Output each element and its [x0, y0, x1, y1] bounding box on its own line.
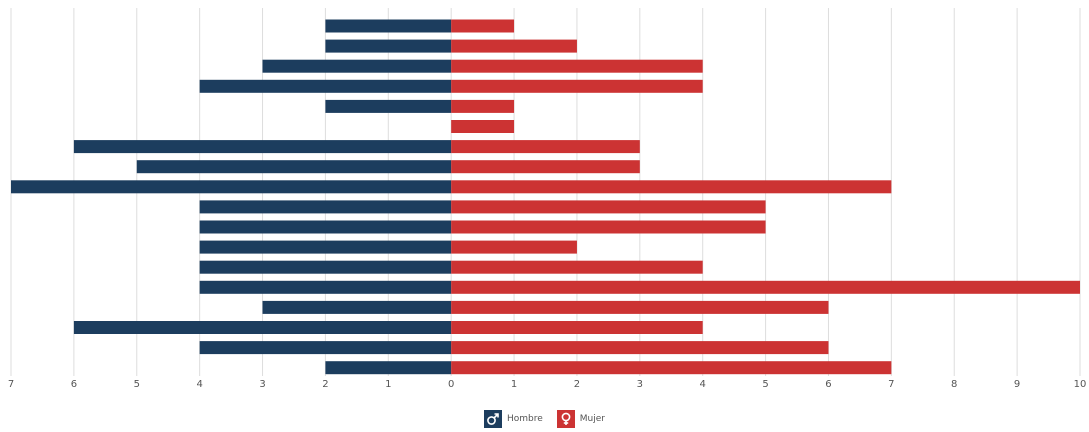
bar-mujer[interactable]	[451, 120, 515, 133]
bar-hombre[interactable]	[199, 280, 452, 294]
bar-hombre[interactable]	[199, 79, 452, 93]
x-tick-label: 4	[196, 379, 202, 390]
x-tick-label: 1	[385, 379, 391, 390]
bar-hombre[interactable]	[199, 220, 452, 234]
bar-mujer[interactable]	[451, 280, 1080, 294]
x-tick-label: 8	[951, 379, 957, 390]
female-symbol-icon	[556, 410, 575, 428]
x-tick-label: 0	[448, 379, 454, 390]
bar-mujer[interactable]	[451, 240, 577, 254]
x-axis-ticks: 7 6 5 4 3 2 1 0 1 2 3 4 5 6 7 8 9 10	[8, 379, 1087, 390]
x-tick-label: 3	[259, 379, 265, 390]
bar-mujer[interactable]	[451, 59, 703, 73]
x-tick-label: 3	[637, 379, 643, 390]
x-tick-label: 7	[888, 379, 894, 390]
bar-mujer[interactable]	[451, 300, 829, 314]
bar-mujer[interactable]	[451, 79, 703, 93]
x-tick-label: 6	[71, 379, 77, 390]
bar-hombre[interactable]	[73, 321, 452, 334]
legend-label-hombre: Hombre	[506, 414, 543, 424]
bar-mujer[interactable]	[451, 160, 640, 174]
x-tick-label: 2	[574, 379, 580, 390]
legend-item-mujer[interactable]: Mujer	[556, 410, 605, 428]
bar-hombre[interactable]	[199, 200, 452, 214]
x-tick-label: 4	[700, 379, 706, 390]
male-symbol-icon	[483, 410, 502, 428]
bar-mujer[interactable]	[451, 99, 515, 113]
legend: Hombre Mujer	[0, 410, 1089, 428]
legend-item-hombre[interactable]: Hombre	[483, 410, 543, 428]
bar-hombre[interactable]	[136, 160, 452, 174]
x-tick-label: 6	[825, 379, 831, 390]
bar-hombre[interactable]	[325, 361, 452, 375]
bar-mujer[interactable]	[451, 321, 703, 334]
bar-hombre[interactable]	[11, 180, 452, 194]
x-tick-label: 2	[322, 379, 328, 390]
bar-hombre[interactable]	[325, 39, 452, 53]
x-tick-label: 5	[134, 379, 140, 390]
bar-mujer[interactable]	[451, 260, 703, 274]
x-tick-label: 9	[1014, 379, 1020, 390]
bar-hombre[interactable]	[262, 59, 452, 73]
bar-hombre[interactable]	[199, 341, 452, 355]
bar-mujer[interactable]	[451, 19, 515, 33]
bar-mujer[interactable]	[451, 341, 829, 355]
population-chart: 7 6 5 4 3 2 1 0 1 2 3 4 5 6 7 8 9 10	[8, 8, 1087, 390]
bar-mujer[interactable]	[451, 361, 892, 375]
bar-hombre[interactable]	[325, 19, 452, 33]
x-tick-label: 7	[8, 379, 14, 390]
x-tick-label: 1	[511, 379, 517, 390]
bar-mujer[interactable]	[451, 200, 766, 214]
bar-mujer[interactable]	[451, 140, 640, 154]
bar-hombre[interactable]	[199, 240, 452, 254]
bar-mujer[interactable]	[451, 180, 892, 194]
x-tick-label: 10	[1074, 379, 1087, 390]
bars	[11, 19, 1080, 375]
bar-hombre[interactable]	[199, 260, 452, 274]
bar-hombre[interactable]	[325, 99, 452, 113]
bar-mujer[interactable]	[451, 39, 577, 53]
bar-hombre[interactable]	[73, 140, 452, 154]
legend-label-mujer: Mujer	[579, 414, 605, 424]
bar-hombre[interactable]	[262, 300, 452, 314]
x-tick-label: 5	[762, 379, 768, 390]
bar-mujer[interactable]	[451, 220, 766, 234]
